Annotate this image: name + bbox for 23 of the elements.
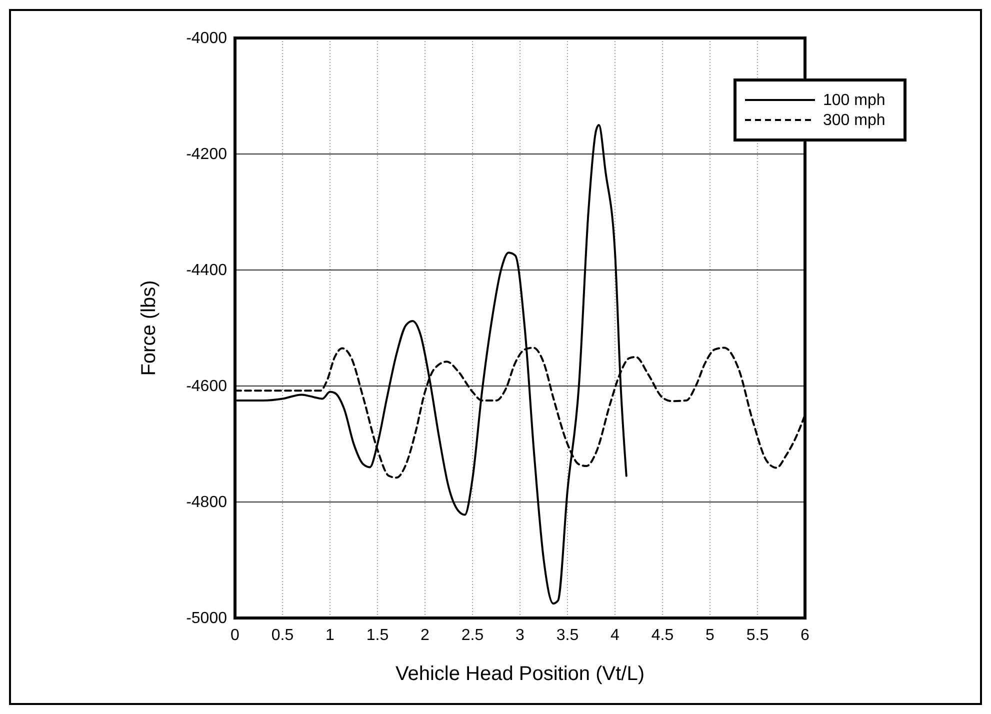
x-tick-label: 0 bbox=[230, 627, 240, 644]
y-tick-label: -4200 bbox=[186, 146, 228, 163]
x-tick-label: 0.5 bbox=[271, 627, 294, 644]
x-tick-label: 4.5 bbox=[651, 627, 674, 644]
x-tick-label: 6 bbox=[800, 627, 810, 644]
x-axis-title: Vehicle Head Position (Vt/L) bbox=[395, 663, 645, 685]
y-axis-title: Force (lbs) bbox=[138, 280, 160, 376]
x-tick-label: 5 bbox=[706, 627, 715, 644]
y-tick-label: -4600 bbox=[186, 378, 228, 395]
legend-label: 100 mph bbox=[823, 92, 886, 109]
y-tick-label: -4400 bbox=[186, 262, 228, 279]
x-tick-label: 1.5 bbox=[366, 627, 389, 644]
x-tick-label: 3 bbox=[516, 627, 525, 644]
x-tick-label: 3.5 bbox=[556, 627, 579, 644]
x-tick-label: 2 bbox=[420, 627, 430, 644]
x-tick-label: 4 bbox=[610, 627, 620, 644]
x-tick-label: 2.5 bbox=[461, 627, 484, 644]
legend-label: 300 mph bbox=[823, 112, 886, 129]
y-tick-label: -4000 bbox=[186, 30, 228, 47]
x-tick-label: 1 bbox=[326, 627, 335, 644]
x-tick-label: 5.5 bbox=[746, 627, 769, 644]
y-tick-label: -4800 bbox=[186, 494, 228, 511]
y-tick-label: -5000 bbox=[186, 610, 228, 627]
